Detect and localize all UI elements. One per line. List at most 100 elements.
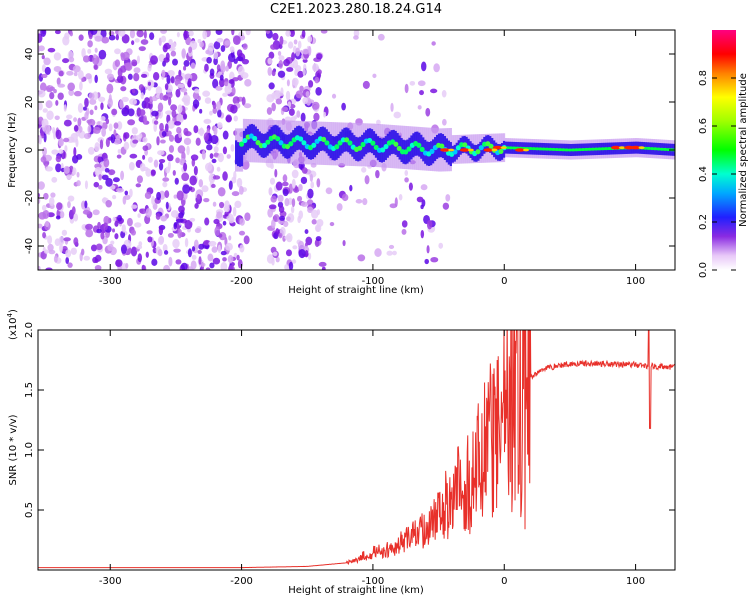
noise-blob	[170, 104, 178, 111]
noise-blob	[160, 139, 166, 144]
noise-blob	[54, 115, 60, 121]
noise-blob	[198, 179, 204, 188]
noise-blob	[181, 172, 190, 182]
noise-blob	[175, 218, 184, 223]
noise-blob	[140, 73, 148, 78]
noise-blob	[38, 197, 41, 204]
noise-blob	[101, 36, 110, 44]
snr-series-line	[38, 330, 675, 569]
noise-blob	[41, 73, 48, 79]
noise-blob	[98, 49, 107, 60]
noise-blob	[127, 119, 136, 126]
noise-blob	[374, 248, 382, 257]
noise-blob	[206, 144, 213, 151]
hot-spot	[492, 145, 503, 150]
noise-blob	[43, 132, 47, 143]
spectrogram-x-tick-label: 100	[626, 276, 645, 287]
spectrogram-y-tick-label: -40	[24, 238, 35, 254]
noise-blob	[401, 220, 408, 228]
svg-text:(x104): (x104)	[6, 309, 19, 340]
noise-blob	[67, 201, 71, 209]
noise-blob	[93, 64, 98, 70]
noise-blob	[220, 63, 226, 74]
noise-blob	[274, 90, 282, 98]
noise-blob	[94, 47, 98, 53]
noise-blob	[199, 41, 204, 48]
noise-blob	[268, 204, 277, 210]
noise-blob	[239, 218, 245, 226]
noise-blob	[129, 188, 133, 198]
ridge-blob	[370, 140, 376, 146]
noise-blob	[213, 125, 218, 136]
noise-blob	[310, 181, 315, 189]
noise-blob	[309, 173, 314, 182]
noise-blob	[188, 46, 193, 54]
noise-blob	[84, 180, 88, 190]
noise-blob	[160, 215, 168, 222]
noise-blob	[316, 53, 323, 60]
noise-blob	[278, 205, 285, 213]
noise-blob	[142, 137, 148, 143]
noise-blob	[84, 97, 89, 108]
spectrogram-x-tick-label: -100	[362, 276, 385, 287]
noise-blob	[66, 174, 73, 180]
ridge-blob	[288, 141, 294, 147]
noise-blob	[164, 190, 170, 198]
snr-y-tick-label: 1.0	[24, 442, 35, 458]
noise-blob	[93, 53, 97, 59]
hot-spot	[610, 145, 621, 150]
noise-blob	[311, 209, 319, 219]
colorbar	[712, 30, 736, 270]
noise-blob	[157, 248, 163, 257]
noise-blob	[116, 188, 124, 193]
noise-blob	[157, 236, 165, 245]
noise-blob	[287, 101, 292, 108]
spectrogram-y-label: Frequency (Hz)	[7, 112, 18, 188]
noise-blob	[108, 93, 112, 103]
noise-blob	[290, 206, 295, 214]
noise-blob	[167, 69, 175, 77]
noise-blob	[236, 56, 244, 62]
noise-blob	[87, 40, 93, 48]
ridge-blob	[357, 145, 363, 151]
noise-blob	[293, 39, 298, 45]
noise-blob	[308, 45, 312, 56]
noise-blob	[42, 231, 46, 239]
noise-blob	[172, 170, 176, 176]
noise-blob	[189, 175, 197, 186]
noise-blob	[105, 118, 110, 125]
noise-blob	[234, 200, 242, 209]
noise-blob	[101, 127, 107, 137]
noise-blob	[202, 30, 208, 40]
noise-blob	[158, 225, 164, 236]
noise-blob	[138, 84, 144, 91]
noise-blob	[67, 195, 75, 202]
noise-blob	[182, 184, 191, 194]
noise-blob	[82, 55, 90, 63]
noise-blob	[431, 41, 436, 46]
noise-blob	[171, 109, 177, 118]
noise-blob	[177, 228, 183, 239]
noise-blob	[229, 46, 235, 53]
noise-blob	[292, 59, 299, 69]
noise-blob	[212, 257, 221, 265]
noise-blob	[239, 244, 245, 253]
noise-blob	[177, 104, 183, 114]
noise-blob	[152, 72, 160, 81]
noise-blob	[94, 105, 98, 111]
noise-blob	[158, 109, 163, 119]
noise-blob	[210, 134, 219, 145]
noise-blob	[207, 42, 215, 52]
noise-blob	[215, 85, 223, 91]
noise-blob	[63, 104, 67, 112]
noise-blob	[147, 156, 153, 163]
noise-blob	[112, 177, 120, 183]
ridge-blob	[416, 142, 422, 148]
noise-blob	[217, 187, 226, 197]
ridge-blob	[301, 140, 307, 146]
noise-blob	[83, 133, 91, 140]
noise-blob	[170, 210, 179, 218]
noise-blob	[288, 108, 295, 116]
noise-blob	[245, 30, 251, 36]
noise-blob	[228, 180, 233, 190]
